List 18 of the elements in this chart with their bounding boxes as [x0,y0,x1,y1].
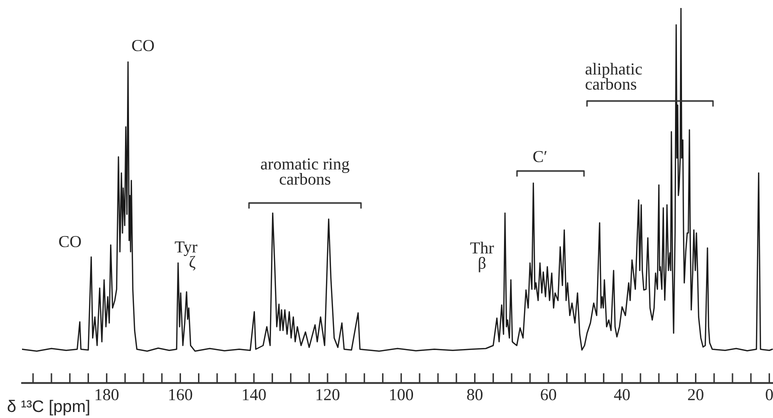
x-tick-label: 120 [316,389,340,400]
annotation: Tyr ζ [174,241,198,271]
annotation: C′ [533,150,547,162]
x-tick-label: 20 [688,389,704,400]
x-tick-label: 140 [242,389,266,400]
annotation: CO [59,236,81,248]
x-tick-label: 40 [614,389,630,400]
annotation: aliphatic carbons [586,62,642,90]
annotation: aromatic ring carbons [260,158,350,185]
x-tick-label: 60 [540,389,556,400]
x-tick-label: 0 [766,389,773,400]
x-axis-title: δ ¹³C [ppm] [8,400,90,416]
x-tick-label: 160 [169,389,192,400]
x-tick-label: 80 [467,389,483,400]
x-tick-label: 180 [96,389,119,400]
annotation: CO [132,40,154,52]
x-tick-label: 100 [390,389,414,400]
annotation: Thr β [470,242,494,272]
